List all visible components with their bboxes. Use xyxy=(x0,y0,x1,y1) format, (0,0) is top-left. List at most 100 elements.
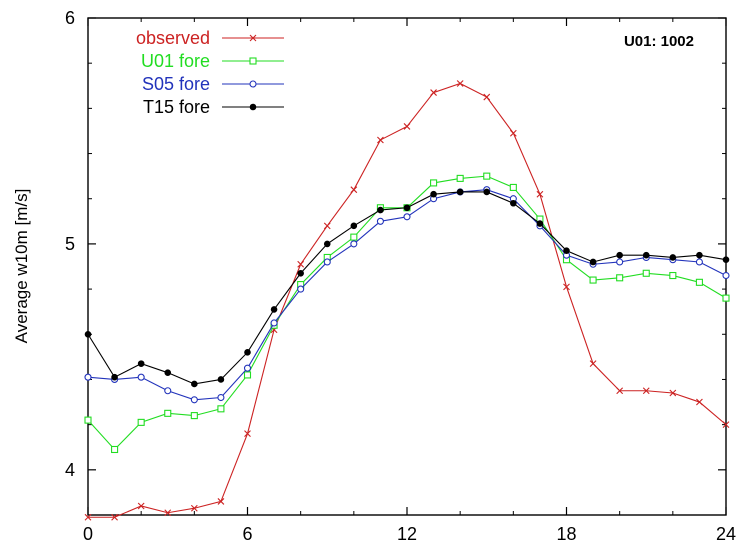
legend: observed U01 fore S05 fore T15 fore xyxy=(136,28,284,117)
axis-ticks: 0 6 12 18 24 4 5 6 xyxy=(65,8,736,544)
data-point-observed xyxy=(190,504,198,512)
data-point-u01-fore xyxy=(616,274,624,282)
data-point-u01-fore xyxy=(669,271,677,280)
data-point-u01-fore xyxy=(190,412,198,420)
series-group xyxy=(84,80,730,521)
data-point-u01-fore xyxy=(111,445,119,454)
data-point-observed xyxy=(589,360,597,368)
data-point-t15-fore xyxy=(323,240,331,248)
legend-marker-t15-fore xyxy=(249,103,257,111)
data-point-t15-fore xyxy=(616,251,623,259)
data-point-t15-fore xyxy=(350,222,358,230)
data-point-observed xyxy=(430,89,437,96)
chart-annotation: U01: 1002 xyxy=(624,33,694,50)
legend-label-s05-fore: S05 fore xyxy=(142,74,210,94)
data-point-observed xyxy=(536,190,544,198)
data-point-u01-fore xyxy=(722,294,730,302)
data-point-u01-fore xyxy=(483,172,491,180)
data-point-u01-fore xyxy=(430,179,438,187)
data-point-observed xyxy=(509,129,517,137)
data-point-t15-fore xyxy=(244,349,251,356)
x-tick-label: 18 xyxy=(556,524,576,544)
x-tick-label: 24 xyxy=(716,524,736,544)
data-point-t15-fore xyxy=(111,373,118,381)
data-point-observed xyxy=(217,498,225,505)
legend-label-u01-fore: U01 fore xyxy=(141,51,210,71)
y-tick-label: 4 xyxy=(65,460,75,480)
data-point-t15-fore xyxy=(164,369,172,376)
data-point-u01-fore xyxy=(695,278,703,286)
data-point-observed xyxy=(456,80,464,87)
data-point-t15-fore xyxy=(456,188,464,196)
data-point-observed xyxy=(84,513,92,521)
data-point-t15-fore xyxy=(536,220,544,227)
data-point-t15-fore xyxy=(510,199,517,207)
data-point-observed xyxy=(696,398,703,406)
data-point-s05-fore xyxy=(297,285,305,293)
data-point-u01-fore xyxy=(642,269,650,277)
x-tick-label: 0 xyxy=(83,524,93,544)
data-point-s05-fore xyxy=(616,258,624,266)
data-point-u01-fore xyxy=(589,276,597,284)
data-point-u01-fore xyxy=(164,409,172,417)
y-tick-label: 6 xyxy=(65,8,75,28)
data-point-t15-fore xyxy=(377,206,384,214)
data-point-observed xyxy=(137,502,145,510)
x-tick-label: 6 xyxy=(242,524,252,544)
data-point-observed xyxy=(323,222,331,230)
data-point-observed xyxy=(350,186,358,194)
data-point-t15-fore xyxy=(217,376,225,383)
data-point-observed xyxy=(111,513,118,521)
data-point-t15-fore xyxy=(642,251,650,259)
y-tick-label: 5 xyxy=(65,234,75,254)
data-point-u01-fore xyxy=(456,174,464,182)
data-point-t15-fore xyxy=(589,258,597,266)
data-point-t15-fore xyxy=(696,251,703,259)
data-point-observed xyxy=(616,387,624,395)
legend-marker-observed xyxy=(249,34,257,42)
data-point-t15-fore xyxy=(403,204,411,212)
legend-marker-u01-fore xyxy=(249,57,257,65)
data-point-t15-fore xyxy=(430,190,437,198)
data-point-observed xyxy=(669,389,677,397)
data-point-s05-fore xyxy=(190,396,198,404)
y-axis-label: Average w10m [m/s] xyxy=(12,189,31,344)
data-point-t15-fore xyxy=(722,256,730,264)
data-point-observed xyxy=(403,123,411,130)
series-line-t15-fore xyxy=(87,191,727,385)
data-point-u01-fore xyxy=(137,418,145,426)
data-point-t15-fore xyxy=(483,188,491,196)
data-point-s05-fore xyxy=(84,373,92,381)
legend-label-t15-fore: T15 fore xyxy=(143,97,210,117)
x-tick-label: 12 xyxy=(397,524,417,544)
data-point-t15-fore xyxy=(191,380,198,388)
data-point-s05-fore xyxy=(164,387,172,395)
series-line-s05-fore xyxy=(87,189,727,401)
legend-marker-s05-fore xyxy=(249,80,257,88)
data-point-u01-fore xyxy=(350,233,358,241)
data-point-observed xyxy=(722,421,730,429)
data-point-s05-fore xyxy=(137,373,145,381)
data-point-s05-fore xyxy=(695,258,703,266)
data-point-t15-fore xyxy=(669,254,677,261)
data-point-u01-fore xyxy=(84,416,92,424)
data-point-u01-fore xyxy=(243,371,252,379)
data-point-observed xyxy=(642,387,650,395)
series-line-observed xyxy=(88,82,727,518)
data-point-s05-fore xyxy=(376,217,384,225)
legend-label-observed: observed xyxy=(136,28,210,48)
data-point-t15-fore xyxy=(84,330,92,338)
data-point-t15-fore xyxy=(137,360,145,367)
data-point-t15-fore xyxy=(563,247,570,254)
data-point-observed xyxy=(297,260,305,268)
data-point-s05-fore xyxy=(722,271,730,280)
data-point-observed xyxy=(377,136,384,144)
data-point-observed xyxy=(483,93,491,101)
data-point-t15-fore xyxy=(297,269,304,277)
data-point-s05-fore xyxy=(350,240,358,248)
data-point-s05-fore xyxy=(323,258,331,266)
data-point-observed xyxy=(164,509,172,517)
data-point-observed xyxy=(563,283,570,291)
data-point-s05-fore xyxy=(243,364,252,372)
